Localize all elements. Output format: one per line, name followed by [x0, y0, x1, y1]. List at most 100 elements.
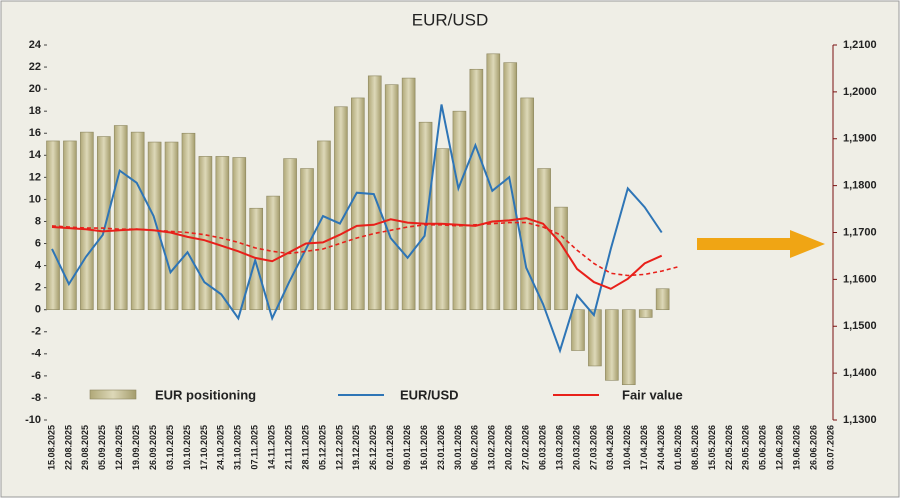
y-tick-label: 20	[29, 83, 41, 95]
bar	[367, 75, 382, 311]
x-tick-label: 20.02.2026	[504, 425, 514, 470]
bar	[554, 206, 568, 311]
x-tick-label: 06.02.2026	[470, 425, 480, 470]
bar	[537, 168, 551, 311]
y2-tick-label: 1,1800	[843, 180, 877, 192]
bar	[621, 309, 636, 386]
x-tick-label: 24.10.2025	[216, 425, 226, 470]
line	[51, 104, 663, 354]
x-tick-label: 19.06.2026	[792, 425, 802, 470]
x-tick-label: 08.05.2026	[690, 425, 700, 470]
y-tick-label: 14	[29, 149, 42, 161]
bar	[130, 131, 145, 311]
legend-swatch	[89, 389, 137, 400]
bar	[469, 68, 484, 311]
bar	[147, 141, 162, 311]
bar	[198, 156, 213, 311]
x-tick-label: 03.07.2026	[825, 425, 835, 470]
y-tick-label: -4	[31, 348, 42, 360]
bar	[655, 288, 670, 311]
bar	[317, 140, 331, 311]
arrow	[697, 230, 825, 258]
y-tick-label: 24	[29, 39, 42, 51]
y-tick-label: 12	[29, 171, 41, 183]
y2-tick-label: 1,1700	[843, 226, 877, 238]
x-tick-label: 13.02.2026	[487, 425, 497, 470]
bar	[334, 106, 348, 311]
x-tick-label: 07.11.2025	[250, 425, 260, 470]
legend-label: EUR/USD	[400, 387, 459, 402]
x-tick-label: 12.09.2025	[114, 425, 124, 470]
bar	[384, 84, 399, 311]
legend-label: EUR positioning	[155, 387, 256, 402]
y2-tick-label: 1,2000	[843, 86, 877, 98]
bar	[63, 140, 77, 311]
x-tick-label: 17.10.2025	[199, 425, 209, 470]
y2-tick-label: 1,1600	[843, 273, 877, 285]
chart-title: EUR/USD	[412, 10, 489, 29]
x-tick-label: 05.12.2025	[317, 425, 327, 470]
y-tick-label: 6	[35, 237, 41, 249]
x-tick-label: 21.11.2025	[283, 425, 293, 470]
y-tick-label: 10	[29, 193, 41, 205]
y-tick-label: 2	[35, 282, 41, 294]
bar	[300, 168, 314, 311]
bar	[435, 148, 450, 311]
y2-tick-label: 1,1400	[843, 367, 877, 379]
x-tick-label: 19.12.2025	[351, 425, 361, 470]
bar	[401, 77, 416, 311]
y-tick-label: 16	[29, 127, 41, 139]
y-tick-label: -10	[25, 414, 41, 426]
y2-tick-label: 1,2100	[843, 39, 877, 51]
x-tick-label: 10.04.2026	[622, 425, 632, 470]
bar	[418, 121, 433, 311]
bar	[283, 158, 297, 311]
x-tick-label: 24.04.2026	[656, 425, 666, 470]
bar	[486, 53, 501, 311]
x-tick-label: 27.03.2026	[588, 425, 598, 470]
y-tick-label: 8	[35, 215, 41, 227]
x-tick-label: 06.03.2026	[537, 425, 547, 470]
x-tick-label: 30.01.2026	[453, 425, 463, 470]
y-tick-label: 0	[35, 304, 41, 316]
x-tick-label: 02.01.2026	[385, 425, 395, 470]
x-tick-label: 05.09.2025	[97, 425, 107, 470]
x-tick-label: 03.04.2026	[605, 425, 615, 470]
bar	[164, 141, 179, 311]
x-tick-label: 22.08.2025	[63, 425, 73, 470]
bar	[588, 309, 602, 367]
x-tick-label: 29.08.2025	[80, 425, 90, 470]
bar	[266, 195, 280, 311]
x-tick-label: 22.05.2026	[724, 425, 734, 470]
bar	[638, 309, 653, 318]
x-tick-label: 23.01.2026	[436, 425, 446, 470]
y-tick-label: 22	[29, 61, 41, 73]
bar	[232, 157, 247, 311]
x-tick-label: 05.06.2026	[758, 425, 768, 470]
x-tick-label: 19.09.2025	[131, 425, 141, 470]
bar	[571, 309, 585, 351]
x-tick-label: 12.12.2025	[334, 425, 344, 470]
y-tick-label: -8	[31, 392, 41, 404]
x-tick-label: 13.03.2026	[554, 425, 564, 470]
y2-tick-label: 1,1500	[843, 320, 877, 332]
x-tick-label: 10.10.2025	[182, 425, 192, 470]
bar	[452, 110, 467, 311]
bar	[351, 97, 365, 311]
x-tick-label: 15.05.2026	[707, 425, 717, 470]
bar	[80, 131, 94, 311]
x-tick-label: 01.05.2026	[673, 425, 683, 470]
x-tick-label: 16.01.2026	[419, 425, 429, 470]
x-tick-label: 28.11.2025	[300, 425, 310, 470]
y2-tick-label: 1,1300	[843, 414, 877, 426]
bar	[215, 156, 230, 311]
y-tick-label: -2	[31, 326, 41, 338]
x-tick-label: 14.11.2025	[267, 425, 277, 470]
x-tick-label: 20.03.2026	[571, 425, 581, 470]
x-tick-label: 09.01.2026	[402, 425, 412, 470]
x-tick-label: 15.08.2025	[46, 425, 56, 470]
y-tick-label: -6	[31, 370, 41, 382]
bar	[113, 125, 128, 311]
x-tick-label: 26.12.2025	[368, 425, 378, 470]
